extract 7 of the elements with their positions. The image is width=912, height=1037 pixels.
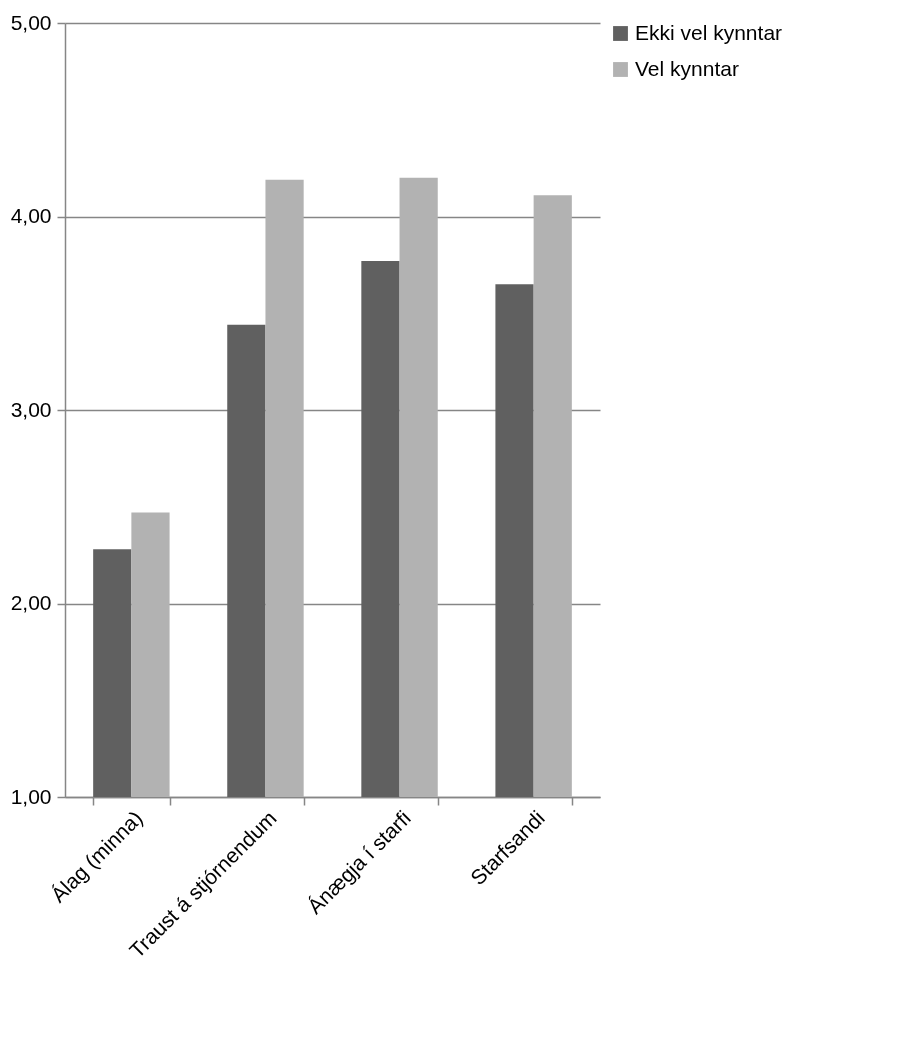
legend-label: Ekki vel kynntar: [635, 20, 783, 44]
y-tick-label: 3,00: [10, 397, 52, 421]
y-tick-label: 4,00: [10, 204, 52, 227]
y-tick-label: 1,00: [10, 784, 52, 808]
y-tick-label: 2,00: [10, 591, 52, 614]
legend-label: Vel kynntar: [635, 56, 739, 80]
y-tick-label: 5,00: [10, 10, 52, 34]
